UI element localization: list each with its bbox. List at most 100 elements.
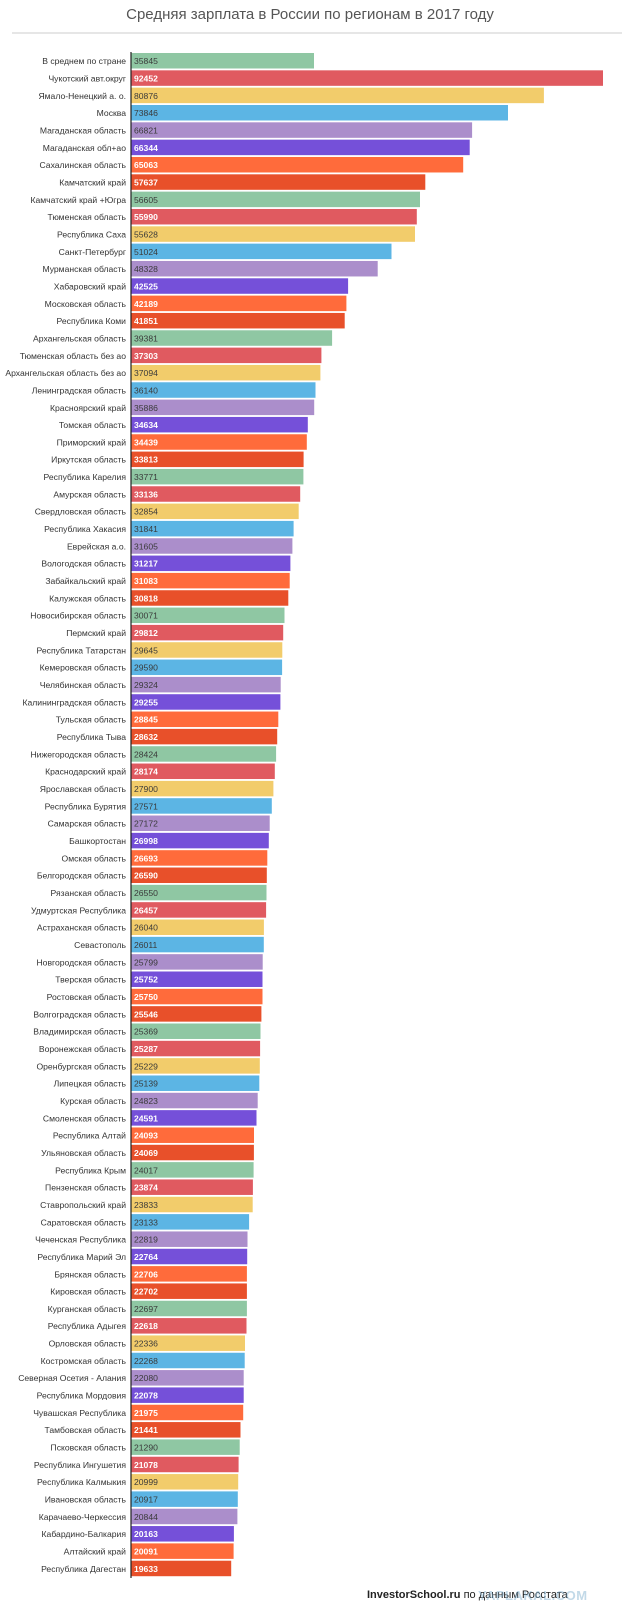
bar-row: Еврейская а.о. 31605 xyxy=(67,538,293,554)
category-label: Архангельская область xyxy=(33,333,126,343)
category-label: Курганская область xyxy=(48,1304,127,1314)
category-label: Саратовская область xyxy=(41,1217,127,1227)
bar xyxy=(131,1023,261,1039)
bar xyxy=(131,1110,257,1126)
bar-row: Карачаево-Черкессия 20844 xyxy=(39,1508,238,1525)
bar-row: Пермский край 29812 xyxy=(66,624,284,641)
category-label: В среднем по стране xyxy=(42,56,126,66)
category-label: Оренбургская область xyxy=(36,1061,126,1071)
bar xyxy=(131,156,464,173)
bar xyxy=(131,1352,245,1369)
bar-row: Республика Дагестан 19633 xyxy=(41,1560,232,1577)
value-label: 35845 xyxy=(134,56,158,66)
bar-row: Курганская область 22697 xyxy=(48,1300,247,1317)
category-label: Архангельская область без ао xyxy=(5,368,126,378)
value-label: 24017 xyxy=(134,1165,158,1175)
value-label: 55628 xyxy=(134,229,158,239)
value-label: 73846 xyxy=(134,108,158,118)
category-label: Ульяновская область xyxy=(41,1148,126,1158)
value-label: 37094 xyxy=(134,368,158,378)
category-label: Вологодская область xyxy=(41,559,126,569)
bar-row: В среднем по стране 35845 xyxy=(42,53,314,69)
watermark: YAPLAKAL.COM xyxy=(478,1588,588,1603)
value-label: 27172 xyxy=(134,819,158,829)
bar-row: Ставропольский край 23833 xyxy=(40,1196,253,1213)
category-label: Смоленская область xyxy=(43,1113,127,1123)
bar-row: Архангельская область 39381 xyxy=(33,330,333,346)
bar xyxy=(131,1300,247,1317)
bar-row: Республика Мордовия 22078 xyxy=(37,1387,244,1403)
category-label: Тверская область xyxy=(55,975,126,985)
category-label: Москва xyxy=(97,108,127,118)
bar xyxy=(131,902,267,918)
bar xyxy=(131,711,279,728)
bar xyxy=(131,347,322,364)
category-label: Республика Адыгея xyxy=(48,1321,127,1331)
bar-row: Новосибирская область 30071 xyxy=(30,607,285,624)
category-label: Кировская область xyxy=(50,1287,126,1297)
bar xyxy=(131,763,275,780)
bar xyxy=(131,139,470,156)
category-label: Ставропольский край xyxy=(40,1200,126,1210)
value-label: 25229 xyxy=(134,1061,158,1071)
bar xyxy=(131,815,270,832)
bar-row: Владимирская область 25369 xyxy=(33,1023,261,1039)
bar-row: Новгородская область 25799 xyxy=(36,954,263,970)
value-label: 34634 xyxy=(134,420,158,430)
bar-row: Ямало-Ненецкий а. о. 80876 xyxy=(38,87,544,104)
bar xyxy=(131,260,378,277)
bar-row: Республика Калмыкия 20999 xyxy=(37,1474,239,1490)
bar-row: Амурская область 33136 xyxy=(53,486,301,502)
category-label: Республика Татарстан xyxy=(37,645,127,655)
value-label: 20999 xyxy=(134,1477,158,1487)
value-label: 41851 xyxy=(134,316,158,326)
value-label: 31605 xyxy=(134,541,158,551)
bar xyxy=(131,295,347,312)
bar-row: Удмуртская Республика 26457 xyxy=(31,902,267,918)
bar-row: Ярославская область 27900 xyxy=(40,780,274,797)
bar-row: Кемеровская область 29590 xyxy=(40,659,283,676)
value-label: 42189 xyxy=(134,299,158,309)
bar-row: Тюменская область 55990 xyxy=(47,208,417,225)
bar xyxy=(131,624,284,641)
value-label: 65063 xyxy=(134,160,158,170)
value-label: 25287 xyxy=(134,1044,158,1054)
bar-row: Республика Тыва 28632 xyxy=(57,728,278,745)
value-label: 24093 xyxy=(134,1131,158,1141)
bar-row: Самарская область 27172 xyxy=(48,815,270,832)
title-divider xyxy=(12,32,622,34)
category-label: Иркутская область xyxy=(51,455,126,465)
bar xyxy=(131,1092,258,1109)
value-label: 23874 xyxy=(134,1183,158,1193)
bar xyxy=(131,659,283,676)
bar xyxy=(131,607,285,624)
value-label: 23833 xyxy=(134,1200,158,1210)
category-label: Республика Ингушетия xyxy=(34,1460,126,1470)
bar-row: Волгоградская область 25546 xyxy=(33,1006,262,1022)
value-label: 20091 xyxy=(134,1547,158,1557)
category-label: Сахалинская область xyxy=(39,160,126,170)
value-label: 32854 xyxy=(134,507,158,517)
category-label: Магаданская область xyxy=(40,125,127,135)
bar-row: Липецкая область 25139 xyxy=(54,1075,260,1091)
category-label: Ивановская область xyxy=(45,1495,127,1505)
value-label: 22702 xyxy=(134,1287,158,1297)
value-label: 26590 xyxy=(134,871,158,881)
bar xyxy=(131,1006,262,1022)
value-label: 35886 xyxy=(134,403,158,413)
category-label: Курская область xyxy=(60,1096,126,1106)
bar xyxy=(131,1474,239,1490)
bar xyxy=(131,798,272,814)
value-label: 33771 xyxy=(134,472,158,482)
category-label: Башкортостан xyxy=(69,836,126,846)
category-label: Липецкая область xyxy=(54,1079,127,1089)
bar-row: Санкт-Петербург 51024 xyxy=(59,243,392,260)
bar-row: Краснодарский край 28174 xyxy=(45,763,275,780)
value-label: 56605 xyxy=(134,195,158,205)
bar-row: Рязанская область 26550 xyxy=(51,884,267,901)
bar xyxy=(131,1560,232,1577)
category-label: Алтайский край xyxy=(64,1547,127,1557)
bar-row: Чукотский авт.округ 92452 xyxy=(48,70,603,86)
category-label: Рязанская область xyxy=(51,888,127,898)
category-label: Удмуртская Республика xyxy=(31,905,126,915)
